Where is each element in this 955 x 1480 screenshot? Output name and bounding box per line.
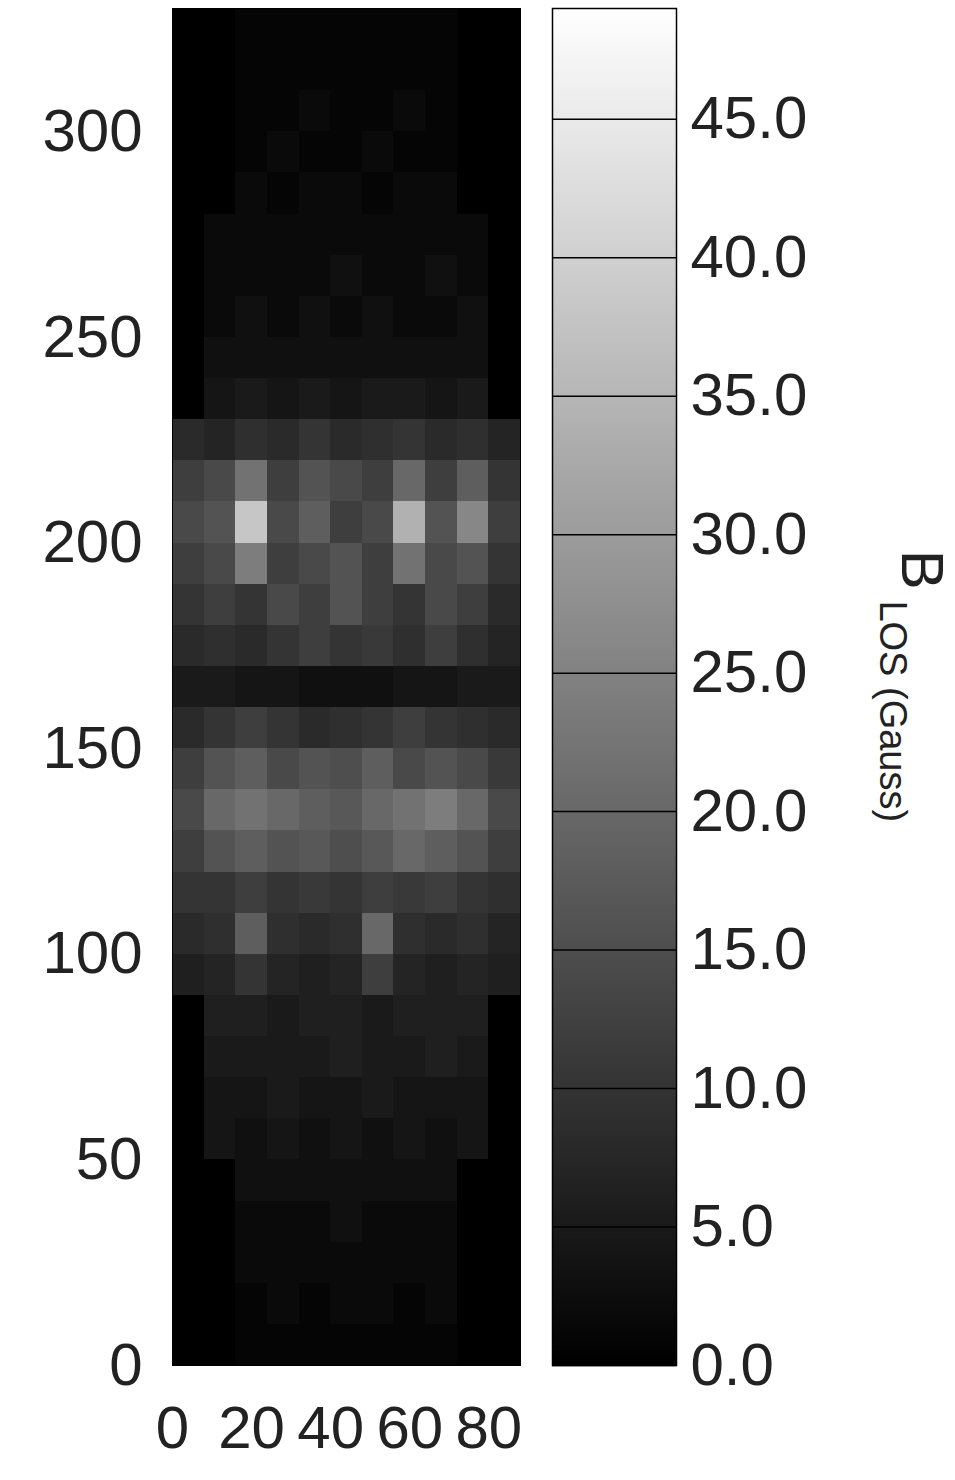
svg-text:30.0: 30.0 [691,500,808,567]
svg-text:B LOS (Gauss): B LOS (Gauss) [872,550,955,822]
svg-text:0: 0 [156,1394,189,1461]
svg-text:50: 50 [76,1125,143,1192]
svg-text:45.0: 45.0 [691,84,808,151]
svg-text:60: 60 [376,1394,443,1461]
svg-text:5.0: 5.0 [691,1192,774,1259]
svg-text:25.0: 25.0 [691,638,808,705]
svg-text:20: 20 [218,1394,285,1461]
svg-text:100: 100 [42,919,142,986]
svg-text:40: 40 [297,1394,364,1461]
svg-text:0.0: 0.0 [691,1331,774,1398]
svg-text:20.0: 20.0 [691,777,808,844]
svg-text:250: 250 [42,303,142,370]
svg-text:35.0: 35.0 [691,361,808,428]
svg-text:15.0: 15.0 [691,915,808,982]
svg-text:200: 200 [42,508,142,575]
svg-text:80: 80 [455,1394,522,1461]
svg-text:10.0: 10.0 [691,1054,808,1121]
svg-text:300: 300 [42,97,142,164]
svg-text:150: 150 [42,714,142,781]
svg-text:40.0: 40.0 [691,223,808,290]
svg-text:0: 0 [109,1331,142,1398]
